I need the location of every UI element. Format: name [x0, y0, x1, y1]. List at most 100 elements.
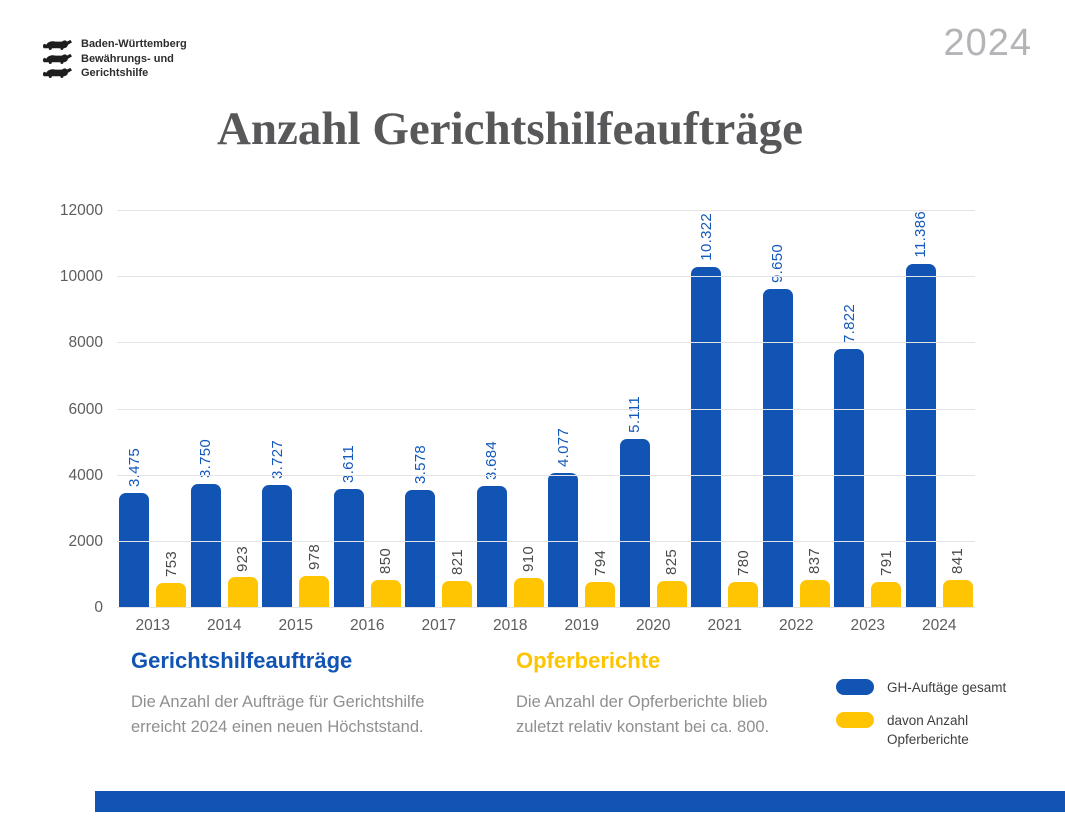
bar-gesamt-2023 [834, 349, 865, 608]
bar-opferberichte-2021 [728, 582, 759, 608]
gridline [117, 210, 975, 211]
note-body-line: Die Anzahl der Opferberichte blieb [516, 693, 768, 711]
bar-gesamt-2019 [548, 473, 579, 608]
bar-column: 837 [799, 211, 830, 608]
x-axis-label-2021: 2021 [707, 617, 742, 634]
bar-value-label: 837 [806, 548, 824, 575]
bar-opferberichte-2016 [370, 579, 401, 608]
logo-text-line: Baden-Württemberg [81, 38, 187, 50]
bar-column: 791 [871, 211, 902, 608]
bar-value-label: 3.578 [411, 444, 429, 484]
bar-gesamt-2022 [762, 288, 793, 608]
bar-group-2024: 11.386 841 [904, 211, 976, 608]
bar-column: 11.386 [905, 211, 936, 608]
legend-swatch-yellow [836, 711, 874, 728]
bar-column: 3.578 [405, 211, 436, 608]
three-lions-crest-icon [42, 38, 72, 79]
gridline [117, 342, 975, 344]
note-body-line: Die Anzahl der Aufträge für Gerichtshilf… [131, 693, 425, 711]
x-axis-label-2024: 2024 [922, 617, 957, 634]
x-axis-labels: 2013 2014 2015 2016 2017 2018 2019 2020 2021 2022… [117, 617, 975, 635]
bar-column: 7.822 [834, 211, 865, 608]
bar-value-label: 5.111 [626, 396, 644, 433]
bar-value-label: 791 [877, 549, 895, 576]
bar-group-2021: 10.322 780 [689, 211, 761, 608]
bar-value-label: 3.750 [197, 438, 215, 478]
bar-group-2018: 3.684 910 [475, 211, 547, 608]
bar-group-2019: 4.077 794 [546, 211, 618, 608]
gridline [117, 408, 975, 410]
bar-opferberichte-2024 [942, 580, 973, 608]
note-body-line: zuletzt relativ konstant bei ca. 800. [516, 717, 770, 736]
bars-row: 3.475 753 3.750 923 3.727 978 3.611 850 3.578 821… [117, 211, 975, 608]
x-axis-label-2019: 2019 [564, 617, 599, 634]
y-axis-tick-label: 6000 [68, 400, 103, 418]
bar-value-label: 978 [305, 543, 323, 570]
x-axis-label-2023: 2023 [850, 617, 885, 634]
y-axis-tick-label: 12000 [59, 202, 103, 219]
gridline [117, 607, 975, 608]
x-axis-label-2017: 2017 [421, 617, 456, 634]
bar-column: 10.322 [691, 211, 722, 608]
bar-opferberichte-2020 [656, 580, 687, 608]
bar-gesamt-2020 [619, 438, 650, 608]
bar-column: 3.475 [119, 211, 150, 608]
bar-group-2017: 3.578 821 [403, 211, 475, 608]
note-heading-yellow: Opferberichte [516, 648, 661, 673]
bar-value-label: 850 [377, 547, 395, 574]
y-axis-tick-label: 0 [94, 599, 103, 616]
bar-value-label: 4.077 [554, 428, 572, 468]
year-badge: 2024 [943, 22, 1032, 64]
legend-label: davon Anzahl Opferberichte [887, 712, 969, 748]
legend-item-gh-gesamt: GH-Auftäge gesamt [836, 678, 1006, 698]
bar-column: 5.111 [619, 211, 650, 608]
bar-value-label: 3.475 [125, 448, 143, 488]
bar-gesamt-2021 [691, 266, 722, 608]
x-axis-label-2016: 2016 [350, 617, 385, 634]
bar-opferberichte-2023 [871, 581, 902, 608]
bar-value-label: 825 [663, 548, 681, 575]
bar-opferberichte-2018 [513, 577, 544, 608]
bar-value-label: 821 [448, 548, 466, 575]
x-axis-label-2022: 2022 [779, 617, 814, 634]
page-title: Anzahl Gerichtshilfeaufträge [216, 103, 804, 155]
bar-group-2015: 3.727 978 [260, 211, 332, 608]
lion-icon [42, 68, 72, 79]
note-body: Die Anzahl der Aufträge für Gerichtshilf… [131, 690, 516, 740]
footer-accent-bar [95, 791, 1065, 812]
bar-value-label: 11.386 [912, 211, 930, 258]
bar-group-2014: 3.750 923 [189, 211, 261, 608]
note-body-line: erreicht 2024 einen neuen Höchststand. [131, 717, 424, 736]
x-axis-label-2014: 2014 [207, 617, 242, 634]
legend-item-opferberichte: davon Anzahl Opferberichte [836, 711, 1006, 750]
logo-text-line: Bewährungs- und [81, 52, 174, 65]
bar-opferberichte-2019 [585, 581, 616, 608]
bar-opferberichte-2017 [442, 580, 473, 608]
bar-column: 780 [728, 211, 759, 608]
lion-icon [42, 54, 72, 65]
plot-area: 3.475 753 3.750 923 3.727 978 3.611 850 3.578 821… [55, 203, 975, 634]
legend-label: GH-Auftäge gesamt [887, 680, 1007, 695]
y-axis-tick-label: 10000 [59, 268, 103, 286]
y-axis-tick-label: 8000 [68, 334, 103, 352]
x-axis-label-2015: 2015 [278, 617, 313, 634]
bar-group-2020: 5.111 825 [618, 211, 690, 608]
y-axis-tick-label: 2000 [68, 532, 103, 550]
bar-column: 910 [513, 211, 544, 608]
bar-column: 3.684 [476, 211, 507, 608]
bar-column: 3.727 [262, 211, 293, 608]
bar-column: 3.611 [333, 211, 364, 608]
bar-column: 923 [227, 211, 258, 608]
bar-gesamt-2015 [262, 484, 293, 608]
gridline [117, 474, 975, 476]
bar-gesamt-2024 [905, 263, 936, 608]
bar-column: 794 [585, 211, 616, 608]
bw-logo: Baden-Württemberg Bewährungs- und Gerich… [42, 37, 187, 81]
bar-gesamt-2014 [190, 483, 221, 608]
bar-opferberichte-2022 [799, 580, 830, 608]
y-axis-tick-label: 4000 [68, 466, 103, 484]
gridline [117, 540, 975, 542]
bar-value-label: 3.727 [268, 439, 286, 479]
bar-column: 825 [656, 211, 687, 608]
bar-gesamt-2017 [405, 489, 436, 608]
